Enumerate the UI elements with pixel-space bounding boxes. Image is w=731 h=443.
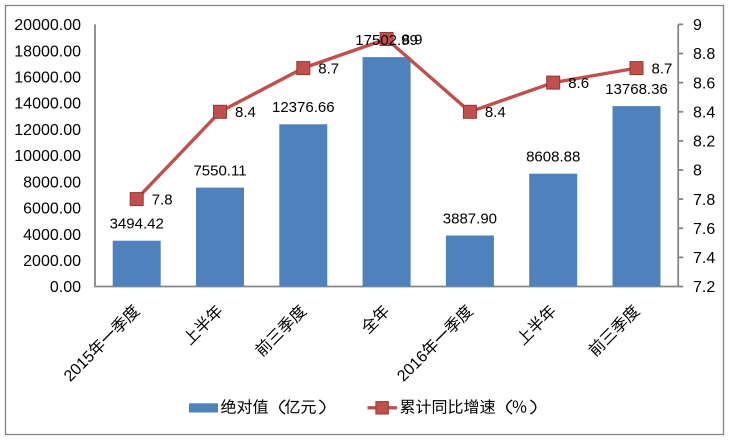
svg-text:9: 9 — [693, 17, 702, 34]
svg-text:6000.00: 6000.00 — [23, 201, 81, 218]
svg-text:12000.00: 12000.00 — [14, 122, 81, 139]
svg-text:7.4: 7.4 — [693, 250, 715, 267]
svg-text:8.8: 8.8 — [693, 46, 715, 63]
svg-text:13768.36: 13768.36 — [605, 81, 668, 98]
svg-text:0.00: 0.00 — [50, 279, 81, 296]
svg-text:18000.00: 18000.00 — [14, 43, 81, 60]
svg-text:8.6: 8.6 — [568, 75, 589, 92]
svg-text:7.8: 7.8 — [693, 192, 715, 209]
svg-text:14000.00: 14000.00 — [14, 96, 81, 113]
svg-text:4000.00: 4000.00 — [23, 227, 81, 244]
svg-text:8.7: 8.7 — [318, 61, 339, 78]
svg-text:8.2: 8.2 — [693, 134, 715, 151]
svg-text:20000.00: 20000.00 — [14, 17, 81, 34]
svg-text:8.4: 8.4 — [693, 105, 715, 122]
svg-text:8.4: 8.4 — [485, 104, 506, 121]
svg-text:8.4: 8.4 — [235, 104, 256, 121]
svg-text:2000.00: 2000.00 — [23, 253, 81, 270]
svg-text:3887.90: 3887.90 — [443, 210, 497, 227]
svg-text:17502.99: 17502.99 — [355, 32, 418, 49]
svg-text:8608.88: 8608.88 — [526, 149, 580, 166]
svg-text:8.6: 8.6 — [693, 75, 715, 92]
svg-text:16000.00: 16000.00 — [14, 70, 81, 87]
svg-text:8.7: 8.7 — [652, 61, 673, 78]
svg-text:8000.00: 8000.00 — [23, 174, 81, 191]
svg-text:7.6: 7.6 — [693, 221, 715, 238]
svg-text:7550.11: 7550.11 — [193, 163, 246, 180]
svg-text:10000.00: 10000.00 — [14, 148, 81, 165]
svg-text:12376.66: 12376.66 — [272, 99, 335, 116]
svg-text:3494.42: 3494.42 — [110, 216, 164, 233]
svg-text:8.9: 8.9 — [402, 31, 423, 48]
svg-text:7.8: 7.8 — [152, 192, 173, 209]
svg-text:7.2: 7.2 — [693, 279, 715, 296]
svg-text:8: 8 — [693, 163, 702, 180]
